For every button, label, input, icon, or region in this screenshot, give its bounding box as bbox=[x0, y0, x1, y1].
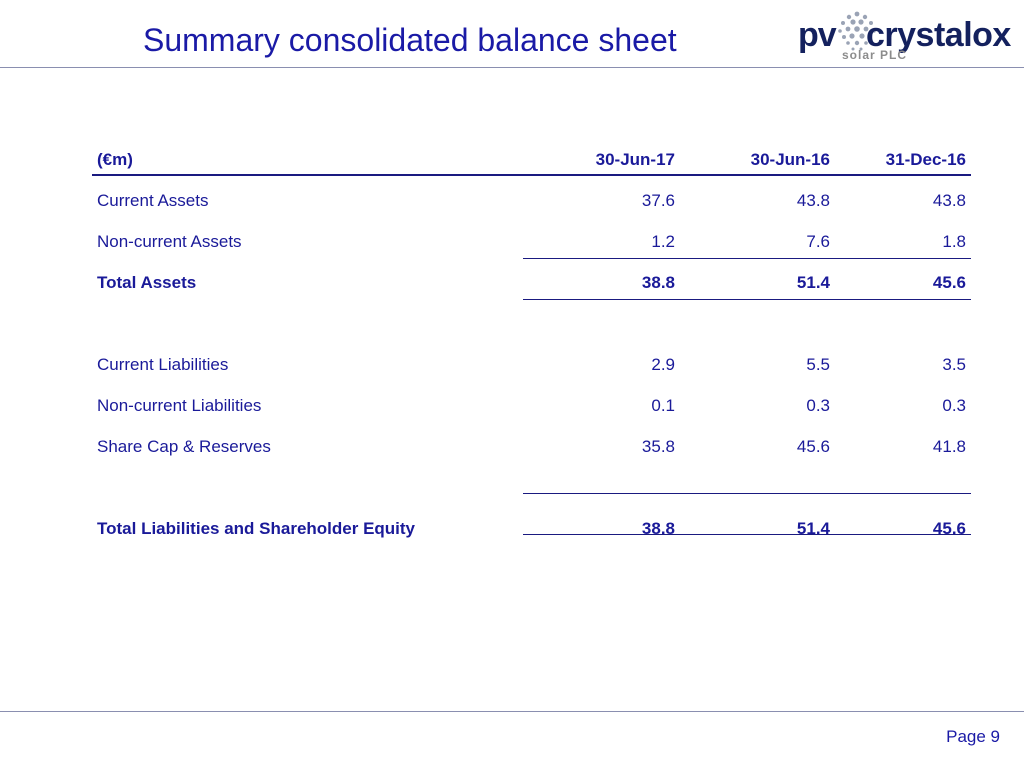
table-row-total-assets: Total Assets 38.8 51.4 45.6 bbox=[92, 266, 971, 307]
row-label: Current Liabilities bbox=[97, 355, 229, 374]
table-row: Share Cap & Reserves 35.8 45.6 41.8 bbox=[92, 430, 971, 471]
cell-value: 43.8 bbox=[932, 191, 966, 210]
total-rule bbox=[523, 534, 971, 535]
cell-value: 35.8 bbox=[641, 437, 675, 456]
column-header-jun17: 30-Jun-17 bbox=[595, 150, 675, 169]
header-divider bbox=[0, 67, 1024, 68]
logo-sphere-icon bbox=[838, 11, 876, 51]
column-header-units: (€m) bbox=[97, 150, 133, 169]
cell-value: 45.6 bbox=[796, 437, 830, 456]
footer-divider bbox=[0, 711, 1024, 712]
cell-value: 45.6 bbox=[932, 273, 966, 292]
table-header-row: (€m) 30-Jun-17 30-Jun-16 31-Dec-16 bbox=[92, 143, 971, 184]
cell-value: 5.5 bbox=[806, 355, 830, 374]
cell-value: 38.8 bbox=[641, 519, 675, 538]
cell-value: 45.6 bbox=[932, 519, 966, 538]
row-label: Current Assets bbox=[97, 191, 209, 210]
column-header-jun16: 30-Jun-16 bbox=[750, 150, 830, 169]
cell-value: 51.4 bbox=[796, 273, 830, 292]
cell-value: 51.4 bbox=[796, 519, 830, 538]
subtotal-rule bbox=[523, 493, 971, 494]
cell-value: 3.5 bbox=[942, 355, 966, 374]
table-row: Non-current Liabilities 0.1 0.3 0.3 bbox=[92, 389, 971, 430]
page-title: Summary consolidated balance sheet bbox=[143, 22, 677, 58]
cell-value: 0.3 bbox=[806, 396, 830, 415]
page-number: Page 9 bbox=[946, 727, 1000, 746]
cell-value: 41.8 bbox=[932, 437, 966, 456]
cell-value: 38.8 bbox=[641, 273, 675, 292]
cell-value: 1.2 bbox=[651, 232, 675, 251]
row-label: Total Liabilities and Shareholder Equity bbox=[97, 519, 416, 538]
table-row: Non-current Assets 1.2 7.6 1.8 bbox=[92, 225, 971, 266]
spacer-row bbox=[92, 307, 971, 348]
row-label: Share Cap & Reserves bbox=[97, 437, 271, 456]
table-row: Current Liabilities 2.9 5.5 3.5 bbox=[92, 348, 971, 389]
column-header-dec16: 31-Dec-16 bbox=[885, 150, 966, 169]
cell-value: 37.6 bbox=[641, 191, 675, 210]
cell-value: 43.8 bbox=[796, 191, 830, 210]
row-label: Total Assets bbox=[97, 273, 197, 292]
cell-value: 1.8 bbox=[942, 232, 966, 251]
total-rule bbox=[523, 299, 971, 300]
row-label: Non-current Assets bbox=[97, 232, 242, 251]
header-underline bbox=[92, 174, 971, 176]
logo-pv-text: pv bbox=[798, 16, 837, 54]
cell-value: 7.6 bbox=[806, 232, 830, 251]
subtotal-rule bbox=[523, 258, 971, 259]
cell-value: 0.3 bbox=[942, 396, 966, 415]
cell-value: 0.1 bbox=[651, 396, 675, 415]
table-row-total-liabilities-equity: Total Liabilities and Shareholder Equity… bbox=[92, 512, 971, 553]
table-row: Current Assets 37.6 43.8 43.8 bbox=[92, 184, 971, 225]
logo-tagline: solar PLC bbox=[842, 48, 908, 62]
spacer-row bbox=[92, 471, 971, 512]
logo-brand-text: crystalox bbox=[866, 16, 1011, 54]
balance-sheet-table: (€m) 30-Jun-17 30-Jun-16 31-Dec-16 Curre… bbox=[92, 143, 971, 553]
cell-value: 2.9 bbox=[651, 355, 675, 374]
row-label: Non-current Liabilities bbox=[97, 396, 262, 415]
company-logo: pv crystalox solar PLC bbox=[798, 6, 1018, 66]
